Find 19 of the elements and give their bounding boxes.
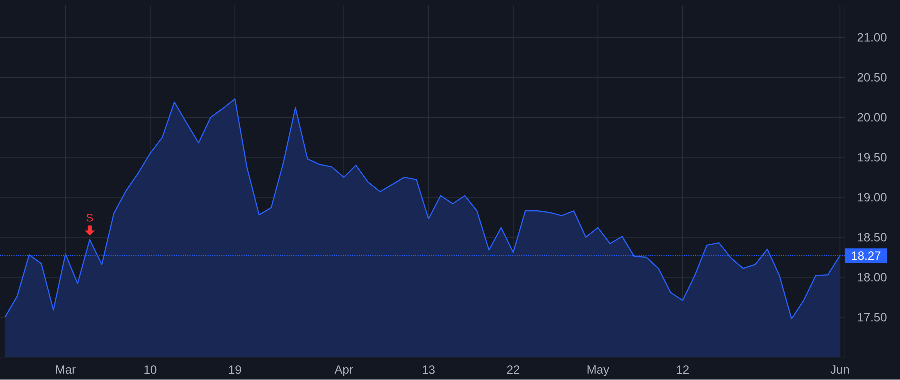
annotation: S [86, 214, 94, 222]
y-tick-label: 19.50 [858, 153, 887, 162]
y-tick-label: 21.00 [858, 33, 887, 42]
y-tick-label: 20.00 [858, 113, 887, 122]
y-tick-label: 19.00 [858, 193, 887, 202]
ref-line-label: 18.27 [852, 251, 881, 260]
y-tick-label: 18.50 [858, 233, 887, 242]
x-tick-label: 10 [144, 365, 157, 374]
x-tick-label: May [588, 365, 610, 376]
y-tick-label: 18.00 [858, 273, 887, 282]
x-tick-label: 19 [229, 365, 242, 374]
x-tick-label: Jun [830, 365, 850, 374]
x-tick-label: 22 [507, 365, 520, 374]
x-tick-label: 12 [677, 365, 689, 374]
x-tick-label: Apr [334, 365, 354, 376]
y-tick-label: 20.50 [858, 73, 887, 82]
y-tick-label: 17.50 [858, 313, 887, 322]
x-tick-label: 13 [423, 365, 435, 374]
x-tick-label: Mar [56, 365, 76, 374]
